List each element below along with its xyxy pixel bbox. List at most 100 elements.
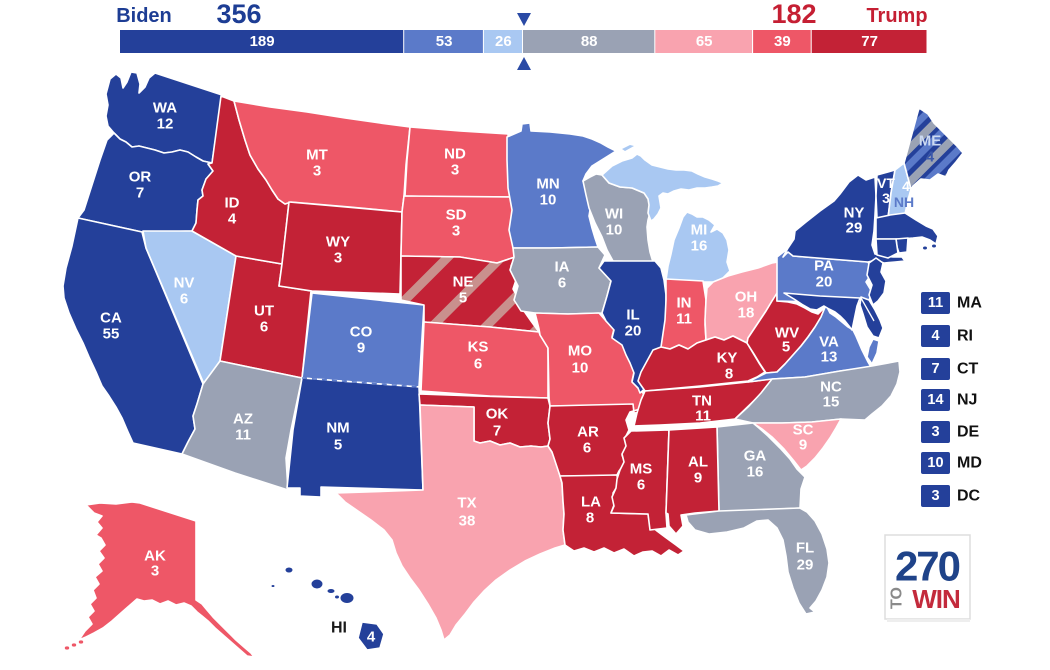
svg-text:HI: HI xyxy=(331,620,347,637)
svg-text:CO: CO xyxy=(350,324,373,341)
svg-text:6: 6 xyxy=(558,275,566,292)
svg-text:SC: SC xyxy=(793,422,814,439)
svg-text:NM: NM xyxy=(326,420,349,437)
svg-text:6: 6 xyxy=(180,291,188,308)
svg-text:VT: VT xyxy=(877,175,895,191)
svg-text:7: 7 xyxy=(931,361,939,377)
svg-text:270: 270 xyxy=(895,543,960,590)
svg-text:10: 10 xyxy=(540,192,557,209)
svg-text:KY: KY xyxy=(717,350,738,367)
svg-text:NC: NC xyxy=(820,379,842,396)
svg-text:CT: CT xyxy=(957,361,979,378)
svg-text:14: 14 xyxy=(927,392,943,408)
svg-text:26: 26 xyxy=(495,33,512,50)
svg-text:GA: GA xyxy=(744,448,767,465)
svg-text:WV: WV xyxy=(775,325,799,342)
svg-text:20: 20 xyxy=(625,323,642,340)
svg-text:3: 3 xyxy=(334,250,342,267)
svg-text:11: 11 xyxy=(695,408,711,425)
svg-text:53: 53 xyxy=(436,33,453,50)
svg-text:3: 3 xyxy=(931,488,939,504)
svg-text:KS: KS xyxy=(468,339,489,356)
svg-text:IL: IL xyxy=(626,307,639,324)
svg-text:15: 15 xyxy=(823,394,840,411)
svg-text:WY: WY xyxy=(326,234,350,251)
svg-text:356: 356 xyxy=(216,0,261,29)
svg-text:WIN: WIN xyxy=(912,584,960,614)
svg-text:DE: DE xyxy=(957,424,980,441)
svg-text:29: 29 xyxy=(846,220,863,237)
svg-text:Trump: Trump xyxy=(866,5,927,27)
svg-text:RI: RI xyxy=(957,328,973,345)
svg-text:3: 3 xyxy=(931,424,939,440)
svg-text:MI: MI xyxy=(691,222,708,239)
svg-text:WA: WA xyxy=(153,100,177,117)
svg-text:4: 4 xyxy=(931,328,939,344)
svg-text:SD: SD xyxy=(446,207,467,224)
svg-text:182: 182 xyxy=(771,0,816,29)
svg-text:OK: OK xyxy=(486,406,509,423)
svg-text:16: 16 xyxy=(747,464,764,481)
svg-text:9: 9 xyxy=(357,340,365,357)
svg-text:55: 55 xyxy=(103,326,120,343)
svg-text:MT: MT xyxy=(306,147,328,164)
svg-text:PA: PA xyxy=(814,258,834,275)
svg-text:3: 3 xyxy=(151,563,159,580)
svg-text:NY: NY xyxy=(844,205,865,222)
svg-text:8: 8 xyxy=(586,510,594,527)
svg-text:6: 6 xyxy=(637,477,645,494)
svg-text:6: 6 xyxy=(474,356,482,373)
svg-text:16: 16 xyxy=(691,238,708,255)
svg-text:11: 11 xyxy=(676,311,692,328)
svg-text:NV: NV xyxy=(174,275,195,292)
svg-text:6: 6 xyxy=(583,440,591,457)
svg-text:TN: TN xyxy=(692,393,712,410)
svg-text:65: 65 xyxy=(696,33,713,50)
svg-text:OR: OR xyxy=(129,169,152,186)
svg-text:10: 10 xyxy=(927,455,943,471)
svg-text:5: 5 xyxy=(334,437,342,454)
svg-text:LA: LA xyxy=(581,494,601,511)
svg-text:39: 39 xyxy=(774,33,791,50)
svg-text:9: 9 xyxy=(799,437,807,454)
svg-text:3: 3 xyxy=(452,223,460,240)
svg-text:AR: AR xyxy=(577,424,599,441)
svg-text:189: 189 xyxy=(250,33,275,50)
svg-text:18: 18 xyxy=(738,305,755,322)
svg-text:MN: MN xyxy=(536,176,559,193)
svg-text:10: 10 xyxy=(606,222,623,239)
svg-text:3: 3 xyxy=(313,163,321,180)
svg-text:ND: ND xyxy=(444,146,466,163)
svg-text:NJ: NJ xyxy=(957,392,977,409)
svg-text:IA: IA xyxy=(555,259,570,276)
svg-text:FL: FL xyxy=(796,540,814,557)
svg-text:8: 8 xyxy=(725,366,733,383)
svg-text:Biden: Biden xyxy=(116,5,172,27)
svg-text:7: 7 xyxy=(493,423,501,440)
svg-text:MD: MD xyxy=(957,455,982,472)
svg-text:ID: ID xyxy=(225,195,240,212)
svg-text:DC: DC xyxy=(957,488,981,505)
svg-text:3: 3 xyxy=(882,190,890,206)
svg-text:5: 5 xyxy=(459,290,467,307)
svg-text:12: 12 xyxy=(157,116,174,133)
svg-text:29: 29 xyxy=(797,557,814,574)
svg-text:VA: VA xyxy=(819,334,839,351)
svg-text:ME: ME xyxy=(919,133,942,150)
svg-text:MO: MO xyxy=(568,343,592,360)
svg-text:TX: TX xyxy=(457,495,476,512)
svg-text:9: 9 xyxy=(694,470,702,487)
svg-text:UT: UT xyxy=(254,303,274,320)
svg-text:20: 20 xyxy=(816,274,833,291)
svg-text:OH: OH xyxy=(735,289,758,306)
svg-text:IN: IN xyxy=(677,295,692,312)
svg-text:10: 10 xyxy=(572,360,589,377)
svg-text:TO: TO xyxy=(889,587,906,609)
svg-text:WI: WI xyxy=(605,206,623,223)
svg-text:4: 4 xyxy=(926,149,935,166)
svg-text:88: 88 xyxy=(581,33,598,50)
svg-text:CA: CA xyxy=(100,310,122,327)
svg-text:AL: AL xyxy=(688,454,708,471)
svg-text:MA: MA xyxy=(957,295,982,312)
svg-text:7: 7 xyxy=(136,185,144,202)
